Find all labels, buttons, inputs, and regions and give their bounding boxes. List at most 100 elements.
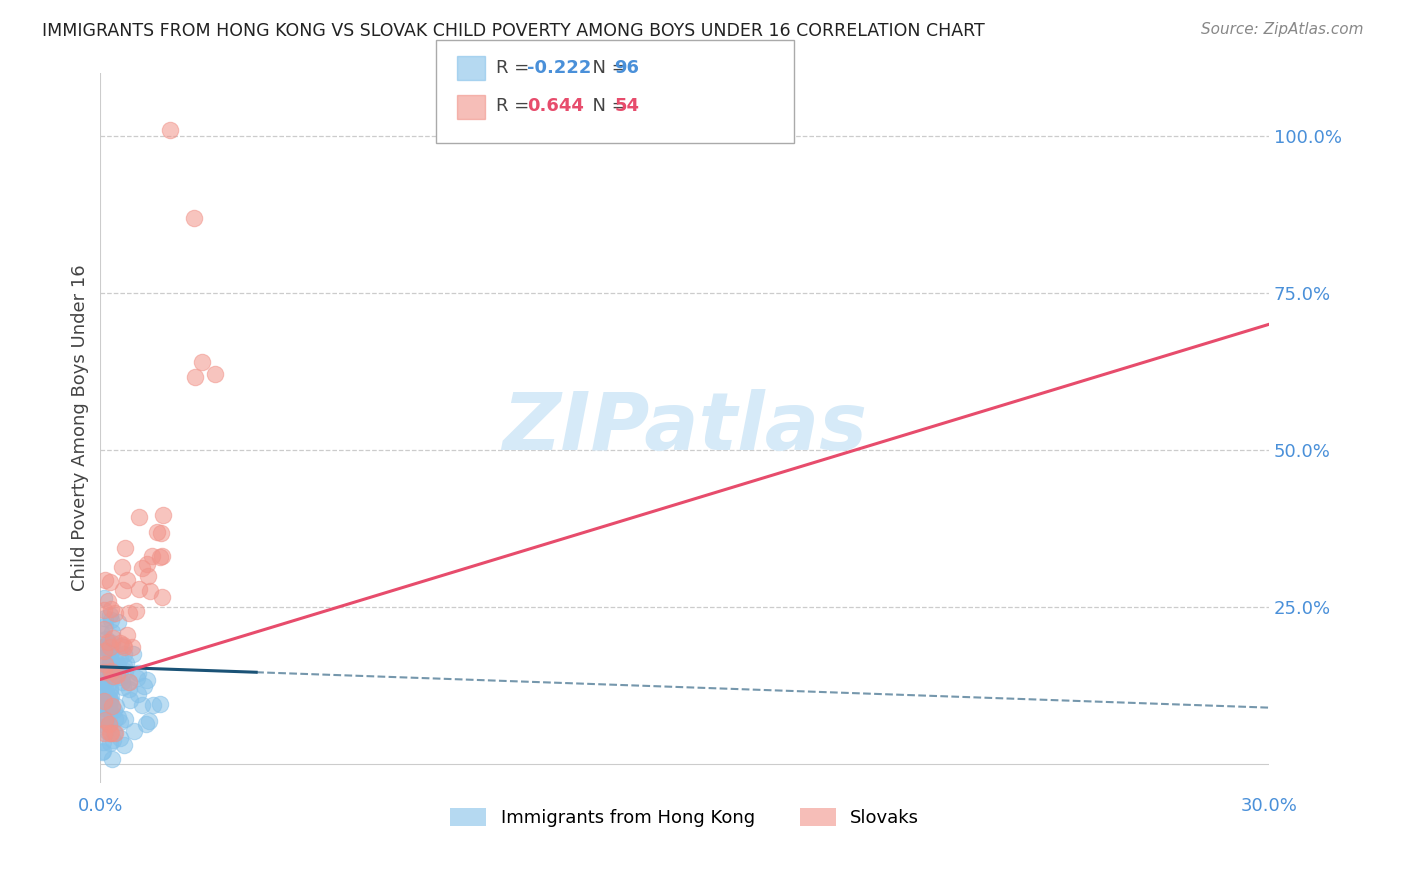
Point [98,662,121,676]
Point [112,640,135,654]
Point [94,702,117,716]
Point [118,681,141,696]
Point [101,732,124,747]
Point [93,665,115,680]
Point [138,584,160,599]
Point [94,719,117,733]
Point [117,628,139,642]
Point [96,693,118,707]
Point [149,698,172,712]
Point [101,632,124,646]
Point [100,698,122,713]
Point [91,711,114,725]
Point [110,715,132,730]
Point [114,656,136,670]
Point [150,549,173,563]
Point [118,675,141,690]
Point [94,713,117,727]
Point [105,698,128,713]
Point [110,640,132,654]
Text: 54: 54 [614,97,640,115]
Point [98,645,121,659]
Point [111,560,134,574]
Point [159,122,181,136]
Point [136,673,159,687]
Point [97,662,120,676]
Text: N =: N = [581,97,633,115]
Point [98,692,121,706]
Point [149,549,172,564]
Point [93,696,115,710]
Point [100,682,122,697]
Point [93,591,115,606]
Point [101,752,124,766]
Point [91,694,114,708]
Point [101,636,124,650]
Point [97,635,120,649]
Point [110,670,132,684]
Point [98,651,121,665]
Point [107,615,129,629]
Point [124,724,146,739]
Point [96,709,118,723]
Point [152,508,174,523]
Point [138,714,160,728]
Point [112,738,135,752]
Point [121,648,143,662]
Point [100,690,122,704]
Point [91,698,114,712]
Point [117,675,139,690]
Y-axis label: Child Poverty Among Boys Under 16: Child Poverty Among Boys Under 16 [72,265,89,591]
Point [136,569,159,583]
Point [183,369,205,384]
Point [114,664,136,678]
Point [128,509,150,524]
Point [111,674,134,689]
Point [100,657,122,671]
Point [98,574,121,589]
Point [108,665,131,680]
Point [103,725,125,739]
Point [107,710,129,724]
Point [101,669,124,683]
Point [132,679,155,693]
Point [112,648,135,662]
Point [91,673,114,687]
Point [97,701,120,715]
Point [108,636,131,650]
Point [98,736,121,750]
Point [91,735,114,749]
Point [111,638,134,652]
Point [91,680,114,694]
Point [91,679,114,693]
Point [118,606,141,620]
Point [101,700,124,714]
Text: R =: R = [496,97,541,115]
Point [104,606,127,620]
Point [125,604,148,618]
Point [91,744,114,758]
Point [128,582,150,597]
Text: -0.222: -0.222 [527,59,592,77]
Text: R =: R = [496,59,536,77]
Point [107,661,129,675]
Point [107,659,129,673]
Point [96,648,118,663]
Point [135,558,157,572]
Point [100,601,122,615]
Point [91,651,114,665]
Point [96,673,118,687]
Point [104,712,127,726]
Point [112,680,135,694]
Point [94,684,117,698]
Point [183,211,205,225]
Point [97,637,120,651]
Point [98,725,121,739]
Point [98,695,121,709]
Point [94,712,117,726]
Point [117,573,139,587]
Text: 96: 96 [614,59,640,77]
Point [108,650,131,665]
Point [101,670,124,684]
Point [91,627,114,641]
